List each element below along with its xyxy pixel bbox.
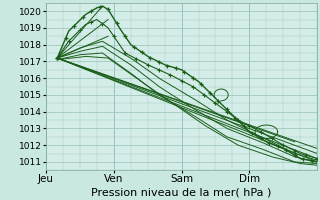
X-axis label: Pression niveau de la mer( hPa ): Pression niveau de la mer( hPa ) xyxy=(92,187,272,197)
